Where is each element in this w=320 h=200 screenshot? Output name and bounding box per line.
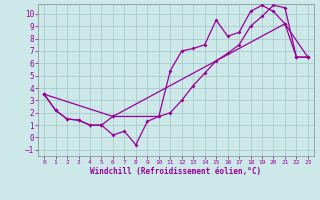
X-axis label: Windchill (Refroidissement éolien,°C): Windchill (Refroidissement éolien,°C) xyxy=(91,167,261,176)
